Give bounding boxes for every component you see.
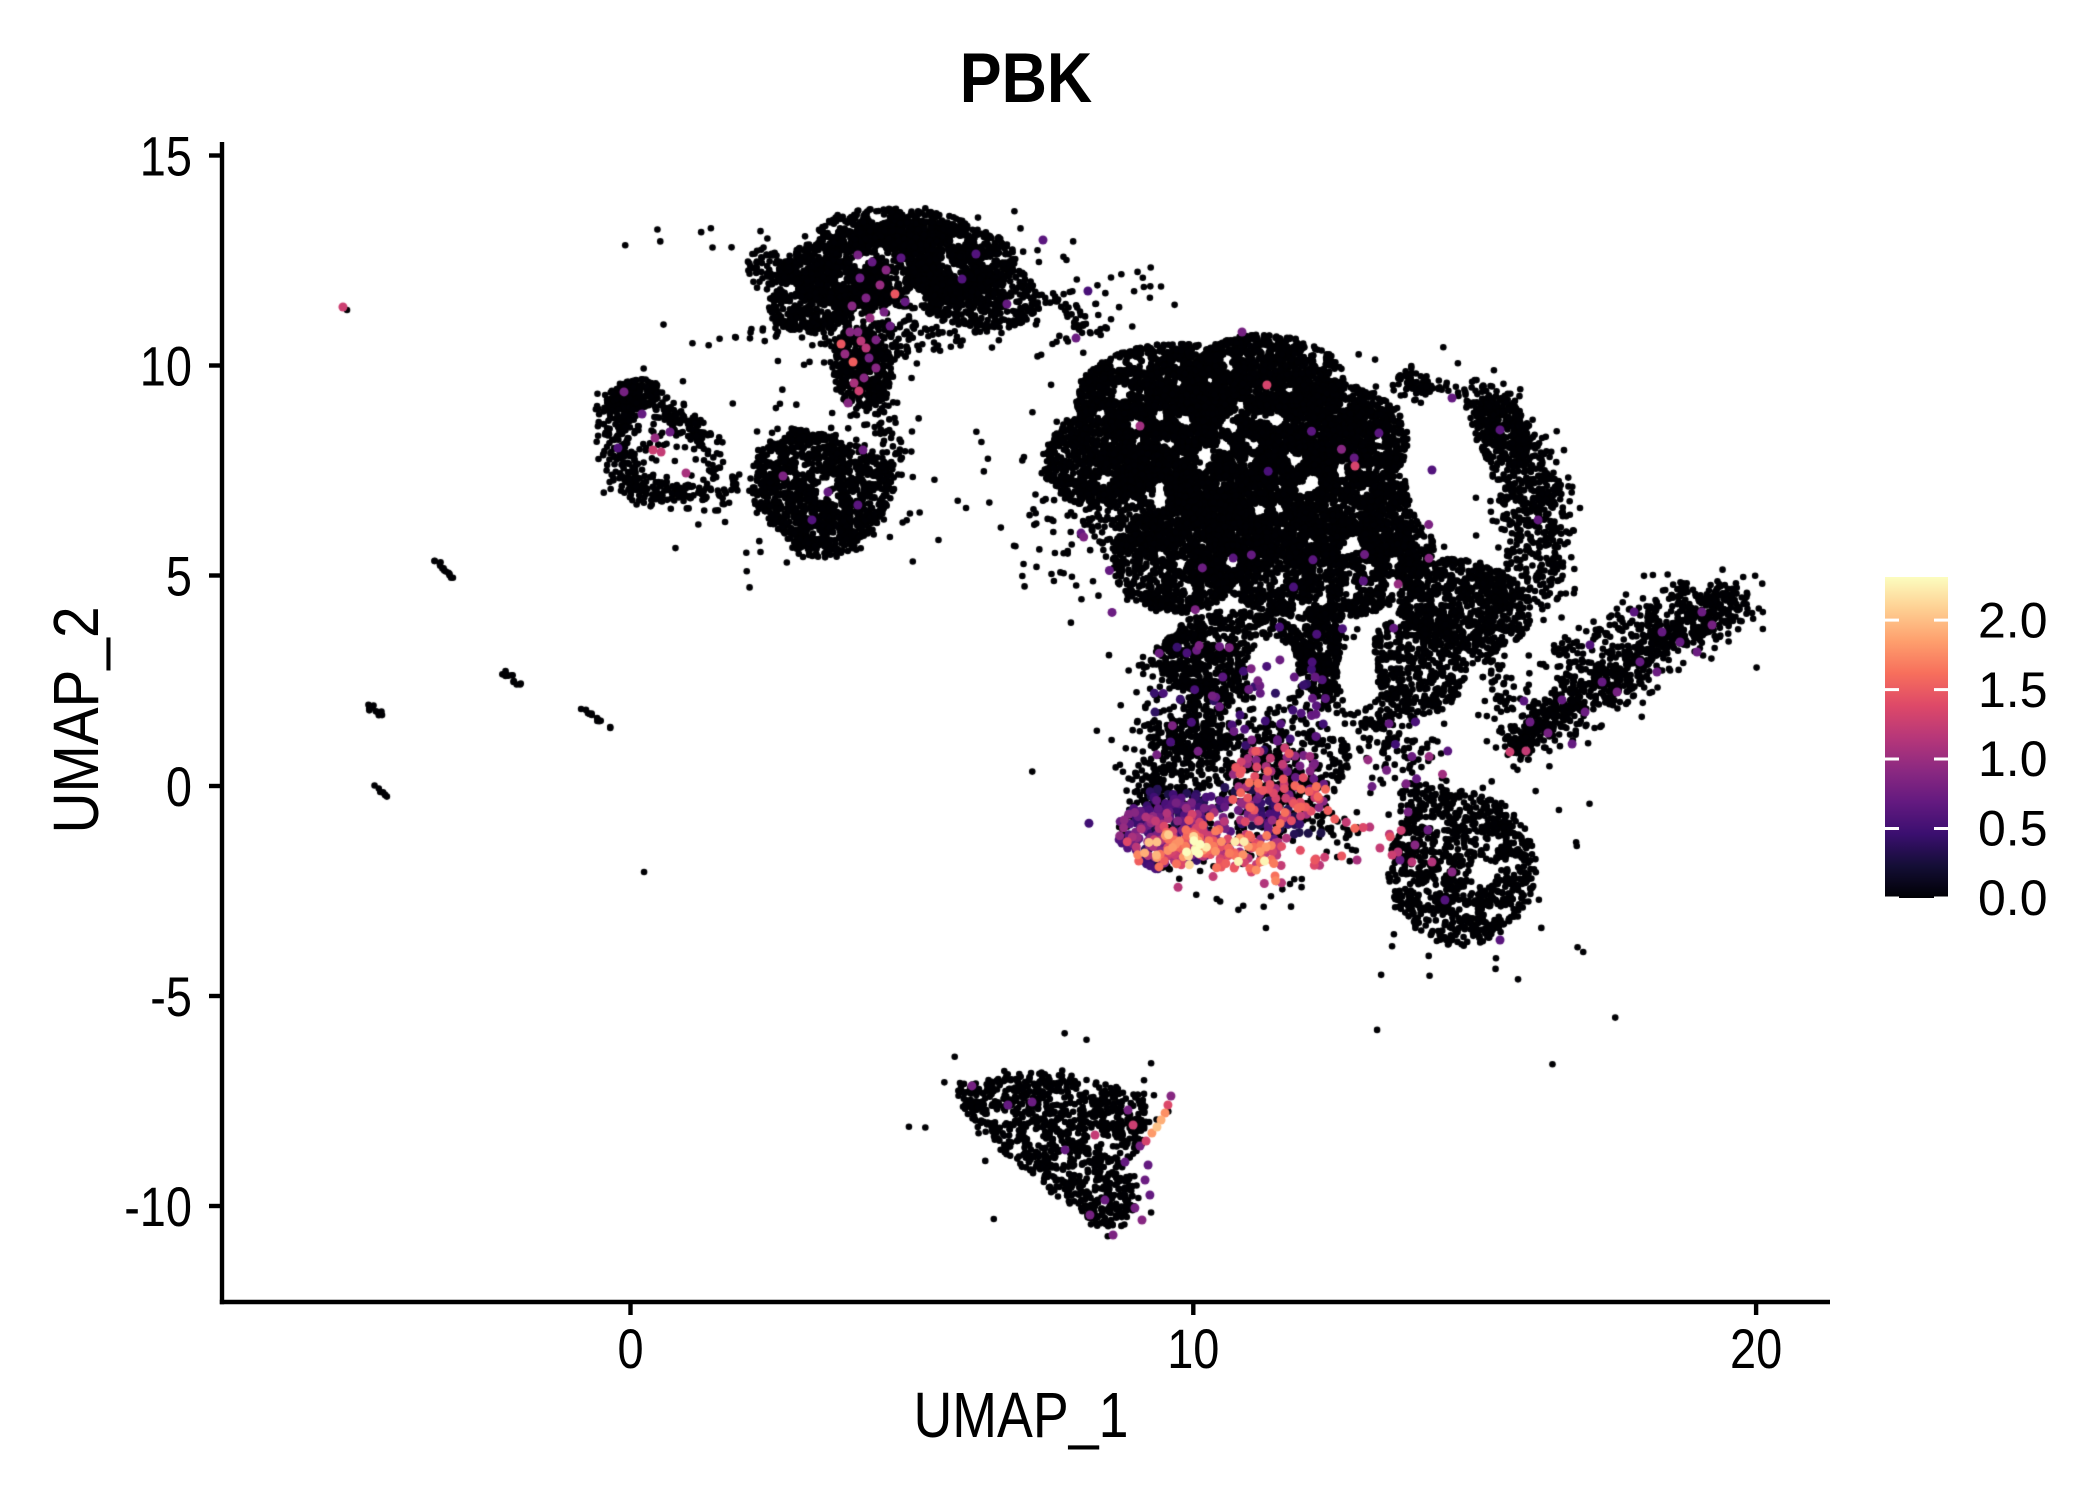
svg-text:15: 15 [140, 125, 192, 187]
svg-text:PBK: PBK [960, 38, 1093, 117]
svg-text:0: 0 [617, 1318, 643, 1380]
svg-text:10: 10 [140, 335, 192, 397]
svg-text:2.0: 2.0 [1978, 592, 2048, 648]
svg-text:UMAP_1: UMAP_1 [914, 1379, 1129, 1451]
svg-text:UMAP_2: UMAP_2 [40, 607, 112, 834]
svg-text:10: 10 [1167, 1318, 1219, 1380]
svg-text:-10: -10 [124, 1176, 192, 1238]
svg-text:0: 0 [166, 756, 192, 818]
svg-text:5: 5 [166, 545, 192, 607]
svg-text:20: 20 [1730, 1318, 1782, 1380]
svg-text:0.5: 0.5 [1978, 801, 2048, 857]
svg-text:1.5: 1.5 [1978, 662, 2048, 718]
svg-text:1.0: 1.0 [1978, 731, 2048, 787]
svg-text:-5: -5 [150, 966, 192, 1028]
svg-text:0.0: 0.0 [1978, 870, 2048, 926]
